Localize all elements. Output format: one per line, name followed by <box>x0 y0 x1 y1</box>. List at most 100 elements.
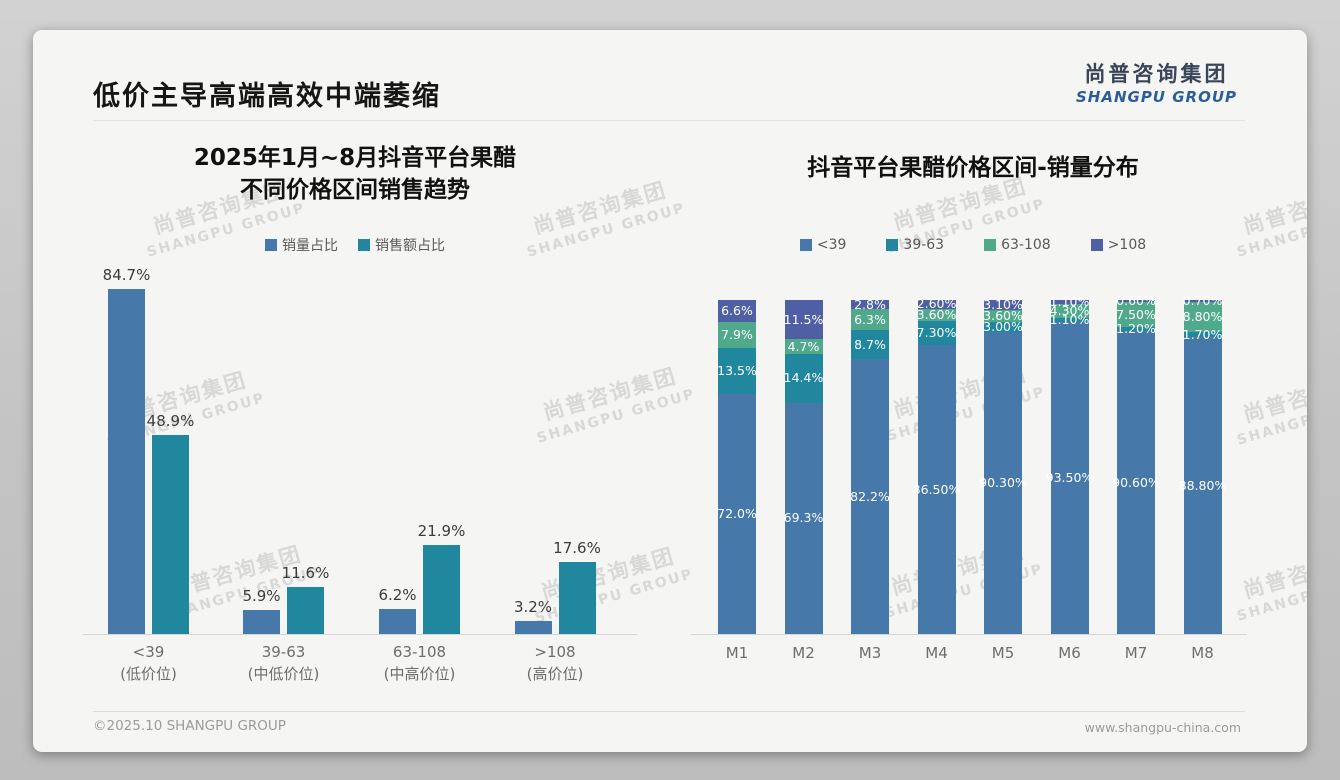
bar-value-label: 48.9% <box>146 412 195 430</box>
legend-item: <39 <box>799 237 846 253</box>
segment-value-label: 3.10% <box>983 297 1023 313</box>
segment-value-label: 7.9% <box>721 327 753 343</box>
legend-label: 销量占比 <box>282 238 338 254</box>
bar-value-label: 6.2% <box>378 586 417 604</box>
stack-segment <box>851 309 889 331</box>
segment-value-label: 7.30% <box>916 324 957 340</box>
watermark-en-text: SHANGPU GROUP <box>105 390 268 451</box>
legend-swatch <box>886 239 899 251</box>
bar-volume-share <box>108 289 145 634</box>
category-tier: (高价位) <box>526 664 584 683</box>
category-range: >108 <box>534 643 576 661</box>
watermark-en-text: SHANGPU GROUP <box>160 564 323 625</box>
watermark-cn-text: 尚普咨询集团 <box>1240 365 1307 427</box>
footer-website: www.shangpu-china.com <box>1084 720 1241 735</box>
stack-segment <box>784 300 823 339</box>
right-chart-title: 抖音平台果醋价格区间-销量分布 <box>807 155 1139 181</box>
x-tick-label: M5 <box>991 644 1015 662</box>
bar-volume-share <box>514 621 552 634</box>
segment-value-label: 3.60% <box>916 306 957 322</box>
stack-segment <box>1183 302 1222 332</box>
segment-value-label: 1.20% <box>1116 321 1156 337</box>
watermark-cn-text: 尚普咨询集团 <box>1240 541 1307 603</box>
segment-value-label: 8.7% <box>854 336 886 352</box>
x-tick-label: M2 <box>792 644 815 662</box>
segment-value-label: 82.2% <box>850 488 890 504</box>
stack-segment <box>984 332 1022 634</box>
segment-value-label: 1.10% <box>1049 293 1090 309</box>
segment-value-label: 69.3% <box>783 510 824 526</box>
bar-value-label: 17.6% <box>553 539 601 557</box>
stack-segment <box>1050 300 1089 304</box>
right-chart-legend: <39 39-63 63-108 >108 <box>688 237 1258 253</box>
stack-segment <box>851 300 889 310</box>
x-tick-label: M8 <box>1191 644 1214 662</box>
stack-segment <box>984 310 1022 323</box>
stacked-bar-chart: 72.0% 13.5% 7.9% 6.6% M1 69.3% 14.4% 4.7% 11.5% M… <box>33 30 1307 752</box>
legend-item: 销量占比 <box>265 235 338 255</box>
x-tick-label: <39 (低价位) <box>74 642 224 686</box>
stack-segment <box>1117 331 1155 634</box>
stack-segment <box>1117 327 1155 332</box>
stack-segment <box>1183 331 1222 338</box>
right-x-axis <box>691 634 1247 635</box>
segment-value-label: 88.80% <box>1178 477 1227 493</box>
watermark-en-text: SHANGPU GROUP <box>535 386 698 447</box>
x-tick-label: M1 <box>725 644 749 662</box>
x-tick-label: M4 <box>925 644 948 662</box>
bar-value-label: 3.2% <box>513 598 553 616</box>
bar-revenue-share <box>152 435 189 634</box>
stack-segment <box>984 300 1022 311</box>
left-chart-title: 2025年1月~8月抖音平台果醋 不同价格区间销售趋势 <box>105 142 605 206</box>
bar-volume-share <box>243 610 280 634</box>
legend-swatch <box>799 239 812 251</box>
segment-value-label: 6.3% <box>854 311 886 327</box>
left-x-axis <box>83 634 637 635</box>
legend-item: 63-108 <box>984 237 1051 253</box>
stack-segment <box>851 359 889 634</box>
segment-value-label: 86.50% <box>912 481 961 497</box>
segment-value-label: 14.4% <box>783 370 824 386</box>
x-tick-label: 63-108 (中高价位) <box>345 642 495 686</box>
stack-segment <box>718 393 756 634</box>
legend-swatch <box>984 239 997 251</box>
bar-volume-share <box>379 609 416 634</box>
legend-item: 销售额占比 <box>358 235 445 255</box>
category-tier: (中高价位) <box>383 664 456 683</box>
stack-segment <box>718 322 756 349</box>
segment-value-label: 90.60% <box>1112 474 1160 490</box>
stack-segment <box>1183 300 1222 303</box>
watermark-cn-text: 尚普咨询集团 <box>888 538 1028 600</box>
grouped-bar-chart: 84.7% 48.9% <39 (低价位) 5.9% 11.6% 39-63 (中低价位) 6.… <box>33 30 1307 752</box>
title-divider <box>93 120 1245 121</box>
slide: 尚普咨询集团 SHANGPU GROUP 尚普咨询集团 SHANGPU GROUP 尚普… <box>33 30 1307 752</box>
stack-segment <box>984 322 1022 333</box>
stack-segment <box>784 354 823 403</box>
logo-cn-text: 尚普咨询集团 <box>1084 62 1229 86</box>
stack-segment <box>917 300 956 309</box>
watermark-cn-text: 尚普咨询集团 <box>538 543 678 605</box>
bar-value-label: 21.9% <box>417 522 466 540</box>
watermark-en-text: SHANGPU GROUP <box>533 566 696 627</box>
segment-value-label: 7.50% <box>1116 306 1156 322</box>
segment-value-label: 90.30% <box>979 475 1027 491</box>
stack-segment <box>851 330 889 360</box>
footer-copyright: ©2025.10 SHANGPU GROUP <box>93 718 286 734</box>
bar-revenue-share <box>287 587 324 634</box>
legend-item: >108 <box>1090 237 1147 253</box>
stack-segment <box>1183 337 1222 634</box>
category-range: <39 <box>132 643 165 661</box>
segment-value-label: 4.30% <box>1049 302 1090 318</box>
segment-value-label: 8.80% <box>1182 309 1223 325</box>
stack-segment <box>917 345 956 634</box>
bar-value-label: 5.9% <box>242 587 281 605</box>
legend-label: 销售额占比 <box>375 238 445 254</box>
category-tier: (中低价位) <box>247 664 320 683</box>
segment-value-label: 93.50% <box>1045 469 1094 485</box>
legend-label: >108 <box>1107 237 1147 253</box>
